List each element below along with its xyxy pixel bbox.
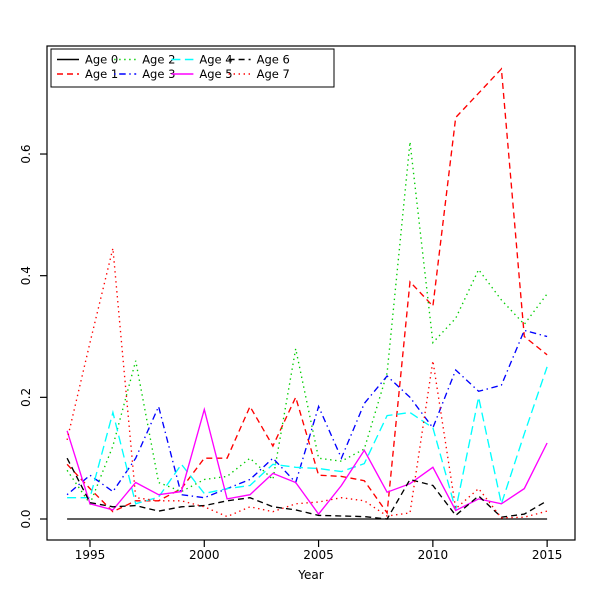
y-axis-tick-label: 0.6 xyxy=(19,144,33,163)
series-line-age-6 xyxy=(66,457,548,520)
legend-entry-age-4: Age 4 xyxy=(171,53,233,67)
x-axis-tick-label: 2015 xyxy=(532,548,563,562)
x-axis-tick-label: 2005 xyxy=(303,548,334,562)
legend-label-age-5: Age 5 xyxy=(199,67,232,81)
x-axis-tick-label: 1995 xyxy=(75,548,106,562)
series-line-age-2 xyxy=(66,141,548,506)
legend-box xyxy=(50,48,335,88)
legend-entry-age-0: Age 0 xyxy=(57,53,118,67)
y-axis-tick-label: 0.0 xyxy=(19,509,33,528)
series-line-age-1 xyxy=(66,67,548,515)
legend-entry-age-6: Age 6 xyxy=(228,53,290,67)
legend-label-age-4: Age 4 xyxy=(199,53,232,67)
x-axis-tick-label: 2010 xyxy=(418,548,449,562)
legend-label-age-1: Age 1 xyxy=(85,67,118,81)
y-axis-tick-label: 0.2 xyxy=(19,388,33,407)
series-line-age-5 xyxy=(66,406,548,516)
legend-label-age-6: Age 6 xyxy=(257,53,290,67)
series-line-age-4 xyxy=(67,366,548,511)
series-line-age-7 xyxy=(66,248,548,519)
legend-entry-age-2: Age 2 xyxy=(114,53,175,67)
x-axis-label: Year xyxy=(297,568,323,582)
x-axis-tick-label: 2000 xyxy=(189,548,220,562)
legend-label-age-0: Age 0 xyxy=(85,53,118,67)
y-axis-tick-label: 0.4 xyxy=(19,266,33,285)
legend-entry-age-7: Age 7 xyxy=(228,67,290,81)
legend-label-age-3: Age 3 xyxy=(142,67,175,81)
legend-entry-age-5: Age 5 xyxy=(171,67,233,81)
legend-entry-age-1: Age 1 xyxy=(57,67,118,81)
legend-label-age-2: Age 2 xyxy=(142,53,175,67)
plot-area-border xyxy=(46,45,576,541)
legend-entry-age-3: Age 3 xyxy=(114,67,175,81)
series-line-age-3 xyxy=(66,329,548,499)
legend-label-age-7: Age 7 xyxy=(257,67,290,81)
